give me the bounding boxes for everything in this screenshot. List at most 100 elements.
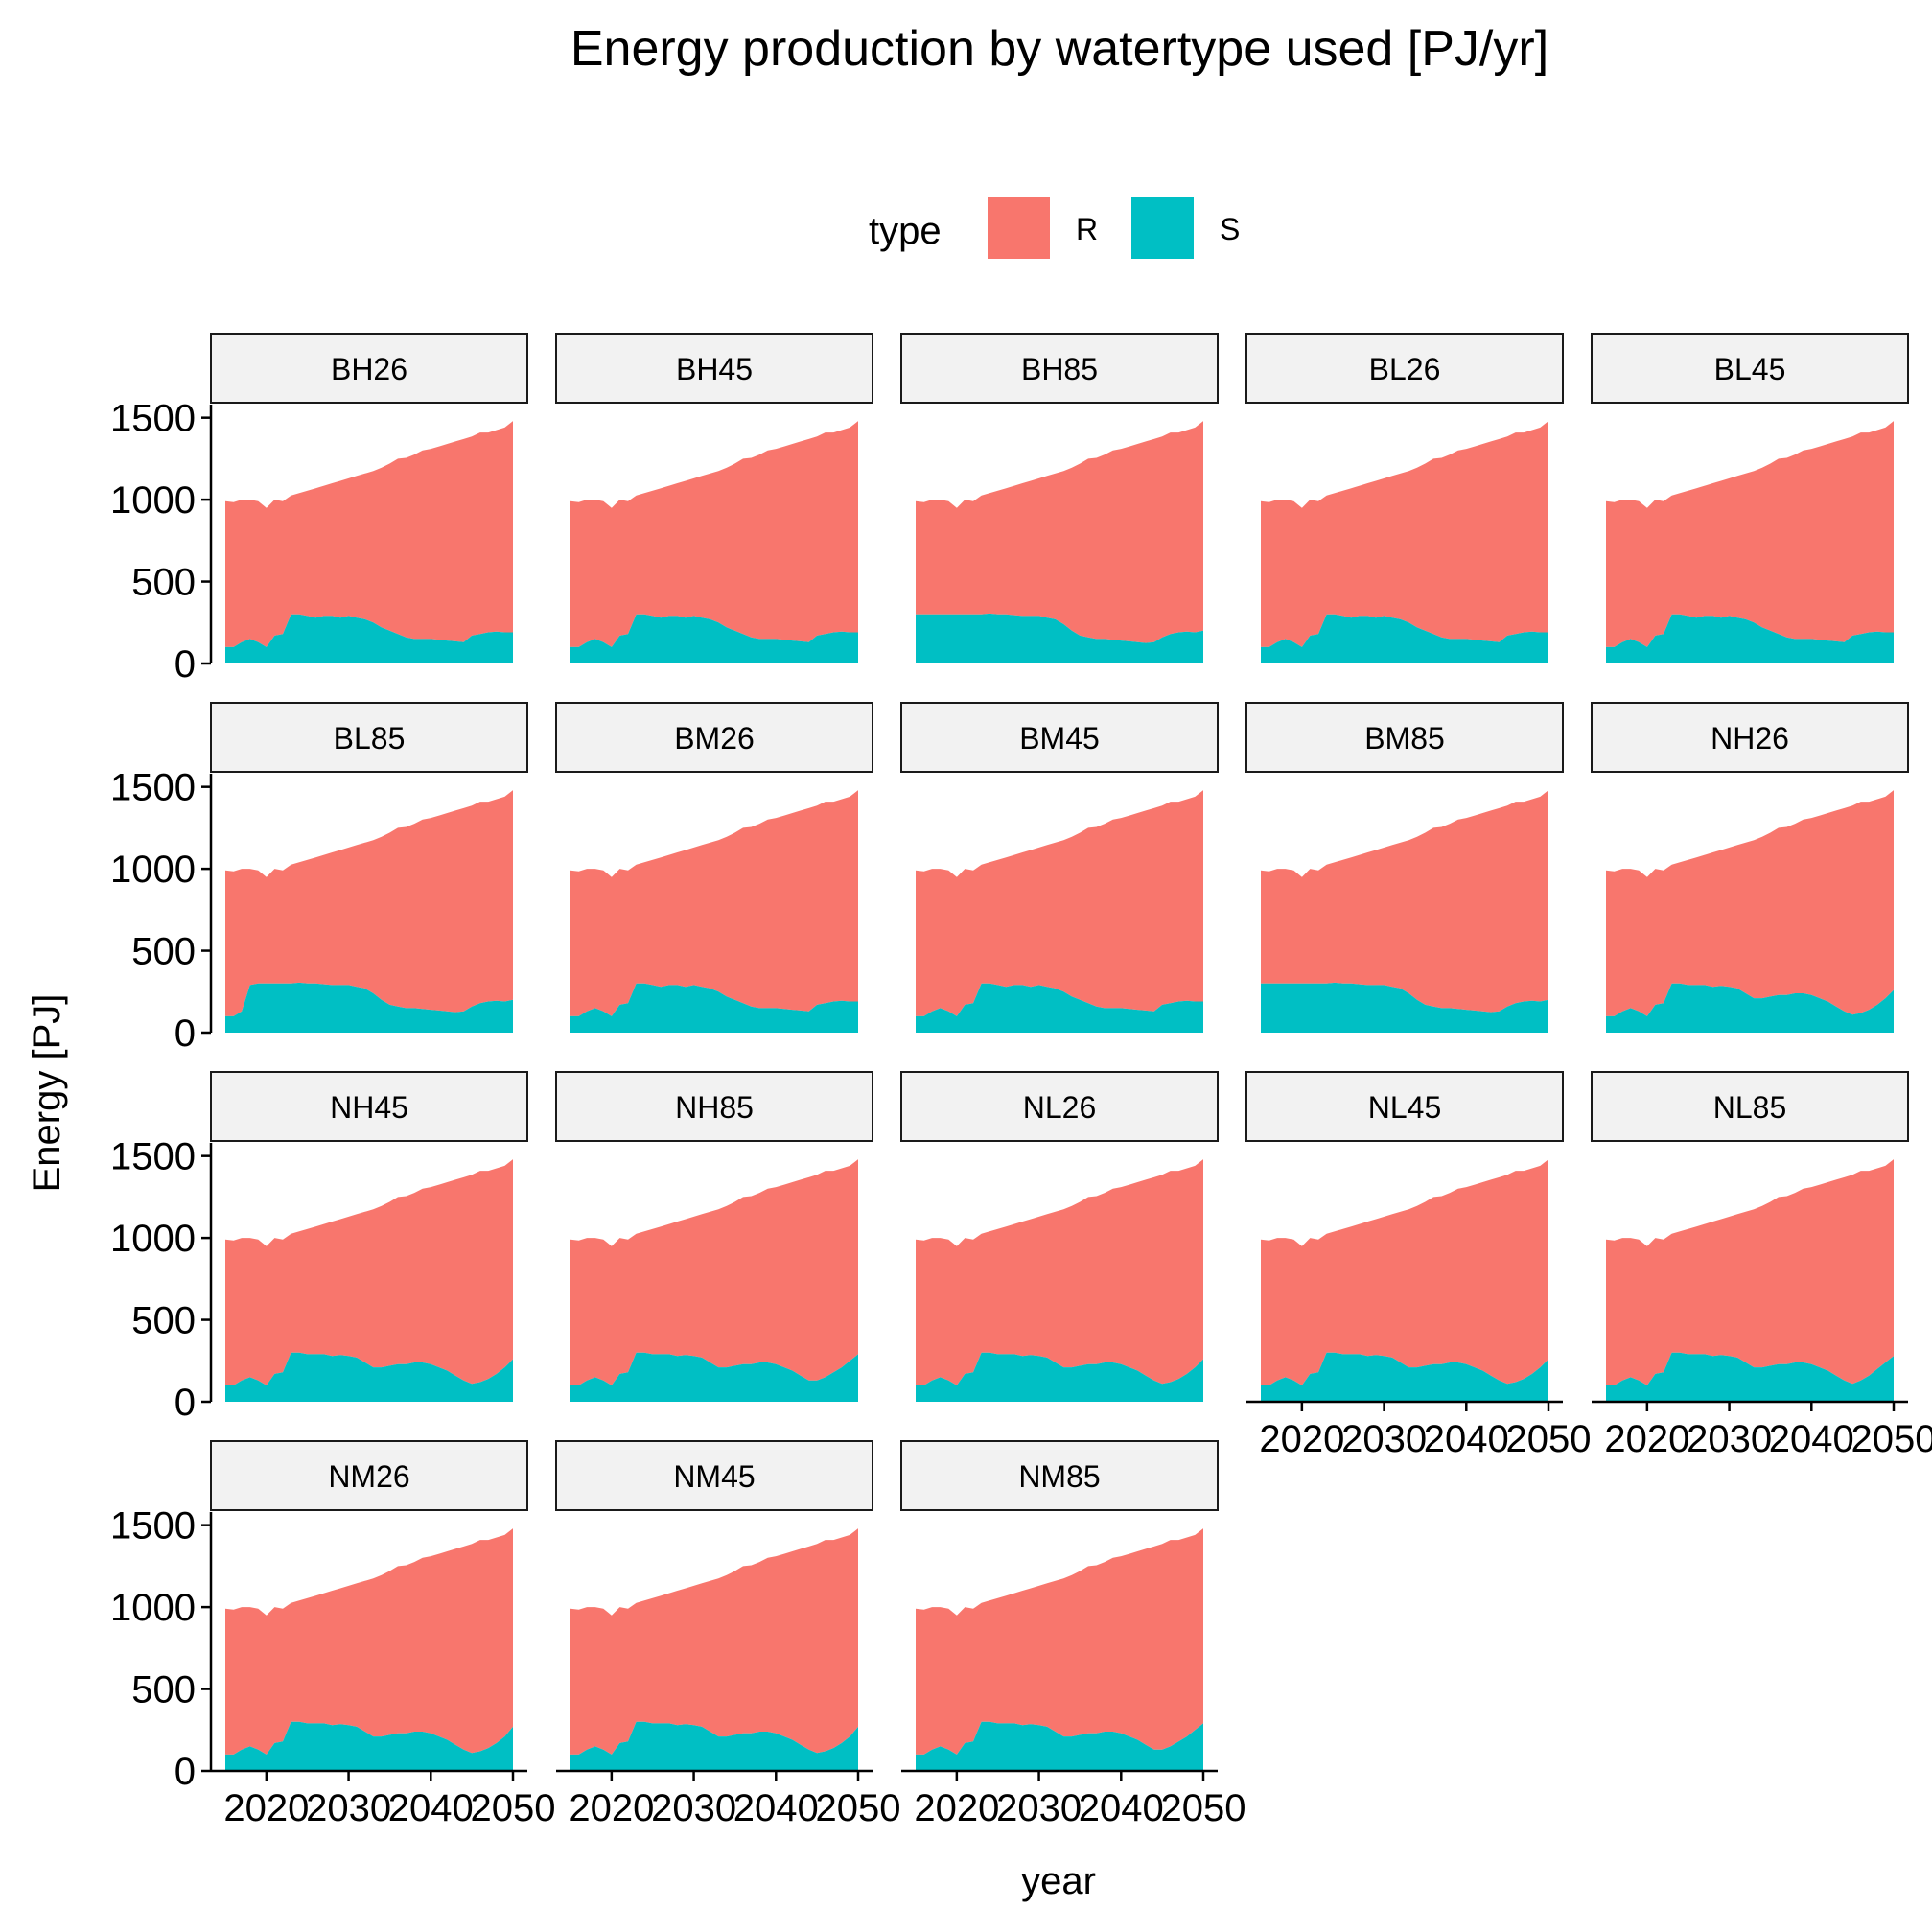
facet-bh26: BH26 0 500 1000 1500: [110, 333, 528, 686]
strip-nm26: [210, 1440, 528, 1511]
y-tick-label-nm26-500: 500: [131, 1669, 196, 1711]
facet-bm26: BM26: [555, 702, 873, 1033]
strip-label-nm45: NM45: [673, 1459, 755, 1494]
x-tick-label-nm85-2050: 2050: [1161, 1787, 1246, 1829]
strip-bh45: [555, 333, 873, 404]
y-tick-label-nm26-1000: 1000: [110, 1587, 196, 1629]
area-s-bl26: [1261, 614, 1548, 663]
area-s-bm45: [916, 983, 1203, 1033]
facet-bh45: BH45: [555, 333, 873, 663]
x-tick-label-nm85-2020: 2020: [914, 1787, 999, 1829]
strip-label-nm26: NM26: [328, 1459, 409, 1494]
area-r-nh85: [570, 1159, 858, 1385]
strip-label-nh45: NH45: [330, 1090, 408, 1125]
area-s-nm85: [916, 1721, 1203, 1771]
legend-swatch-s: [1131, 197, 1194, 259]
x-tick-label-nl45-2050: 2050: [1506, 1418, 1592, 1460]
area-s-nh26: [1606, 983, 1894, 1033]
area-s-nl45: [1261, 1352, 1548, 1402]
area-r-bh26: [225, 421, 513, 647]
x-tick-label-nl85-2040: 2040: [1769, 1418, 1854, 1460]
x-axis-title: year: [1021, 1860, 1096, 1902]
y-tick-label-bh26-1000: 1000: [110, 479, 196, 522]
area-r-nl45: [1261, 1159, 1548, 1385]
y-tick-label-nm26-0: 0: [175, 1751, 196, 1793]
strip-label-bh85: BH85: [1021, 352, 1098, 386]
strip-nh85: [555, 1071, 873, 1142]
y-tick-label-nh45-1000: 1000: [110, 1218, 196, 1260]
area-r-bh45: [570, 421, 858, 647]
facet-nh85: NH85: [555, 1071, 873, 1402]
y-tick-label-bl85-1000: 1000: [110, 849, 196, 891]
area-s-nm26: [225, 1721, 513, 1771]
strip-nh26: [1591, 702, 1909, 773]
strip-nl26: [900, 1071, 1219, 1142]
strip-nh45: [210, 1071, 528, 1142]
strip-bm45: [900, 702, 1219, 773]
y-tick-label-nh45-500: 500: [131, 1300, 196, 1342]
area-r-nl85: [1606, 1159, 1894, 1385]
facet-nl26: NL26: [900, 1071, 1219, 1402]
x-tick-label-nm45-2030: 2030: [651, 1787, 736, 1829]
area-r-bm45: [916, 790, 1203, 1016]
strip-label-bh26: BH26: [331, 352, 407, 386]
area-r-bm85: [1261, 790, 1548, 1013]
strip-bh85: [900, 333, 1219, 404]
x-tick-label-nl85-2020: 2020: [1604, 1418, 1689, 1460]
area-s-nl85: [1606, 1352, 1894, 1402]
x-tick-label-nm26-2030: 2030: [306, 1787, 391, 1829]
area-s-bh45: [570, 614, 858, 663]
strip-label-nl45: NL45: [1368, 1090, 1442, 1125]
y-tick-label-bh26-0: 0: [175, 643, 196, 686]
x-tick-label-nl85-2050: 2050: [1851, 1418, 1932, 1460]
area-r-bh85: [916, 421, 1203, 643]
x-tick-label-nm85-2030: 2030: [996, 1787, 1082, 1829]
area-s-bh26: [225, 614, 513, 663]
strip-bh26: [210, 333, 528, 404]
x-tick-label-nm45-2040: 2040: [733, 1787, 819, 1829]
x-tick-label-nm85-2040: 2040: [1079, 1787, 1164, 1829]
x-tick-label-nl85-2030: 2030: [1687, 1418, 1772, 1460]
x-tick-label-nl45-2020: 2020: [1259, 1418, 1344, 1460]
area-r-nh45: [225, 1159, 513, 1385]
facet-bl45: BL45: [1591, 333, 1909, 663]
facet-bl85: BL85 0 500 1000 1500: [110, 702, 528, 1055]
y-tick-label-bh26-1500: 1500: [110, 398, 196, 440]
y-tick-label-nh45-1500: 1500: [110, 1136, 196, 1178]
y-tick-label-nh45-0: 0: [175, 1382, 196, 1424]
strip-bl45: [1591, 333, 1909, 404]
facet-bl26: BL26: [1245, 333, 1564, 663]
strip-label-bh45: BH45: [676, 352, 753, 386]
area-s-nh85: [570, 1352, 858, 1402]
legend: type R S: [869, 197, 1240, 259]
area-s-bm26: [570, 983, 858, 1033]
legend-label-r: R: [1076, 212, 1098, 246]
area-r-nh26: [1606, 790, 1894, 1016]
chart-title: Energy production by watertype used [PJ/…: [570, 21, 1548, 77]
strip-bl85: [210, 702, 528, 773]
legend-swatch-r: [988, 197, 1050, 259]
strip-nm45: [555, 1440, 873, 1511]
area-s-bl85: [225, 982, 513, 1033]
area-s-bl45: [1606, 614, 1894, 663]
area-r-nl26: [916, 1159, 1203, 1385]
strip-bm26: [555, 702, 873, 773]
strip-nl85: [1591, 1071, 1909, 1142]
strip-bm85: [1245, 702, 1564, 773]
x-tick-label-nm26-2050: 2050: [471, 1787, 556, 1829]
area-r-bl85: [225, 790, 513, 1016]
x-tick-label-nl45-2030: 2030: [1341, 1418, 1427, 1460]
strip-nm85: [900, 1440, 1219, 1511]
area-s-nh45: [225, 1352, 513, 1402]
area-s-nm45: [570, 1721, 858, 1771]
area-r-nm26: [225, 1528, 513, 1755]
legend-label-s: S: [1220, 212, 1240, 246]
area-r-bl45: [1606, 421, 1894, 647]
x-tick-label-nl45-2040: 2040: [1424, 1418, 1509, 1460]
